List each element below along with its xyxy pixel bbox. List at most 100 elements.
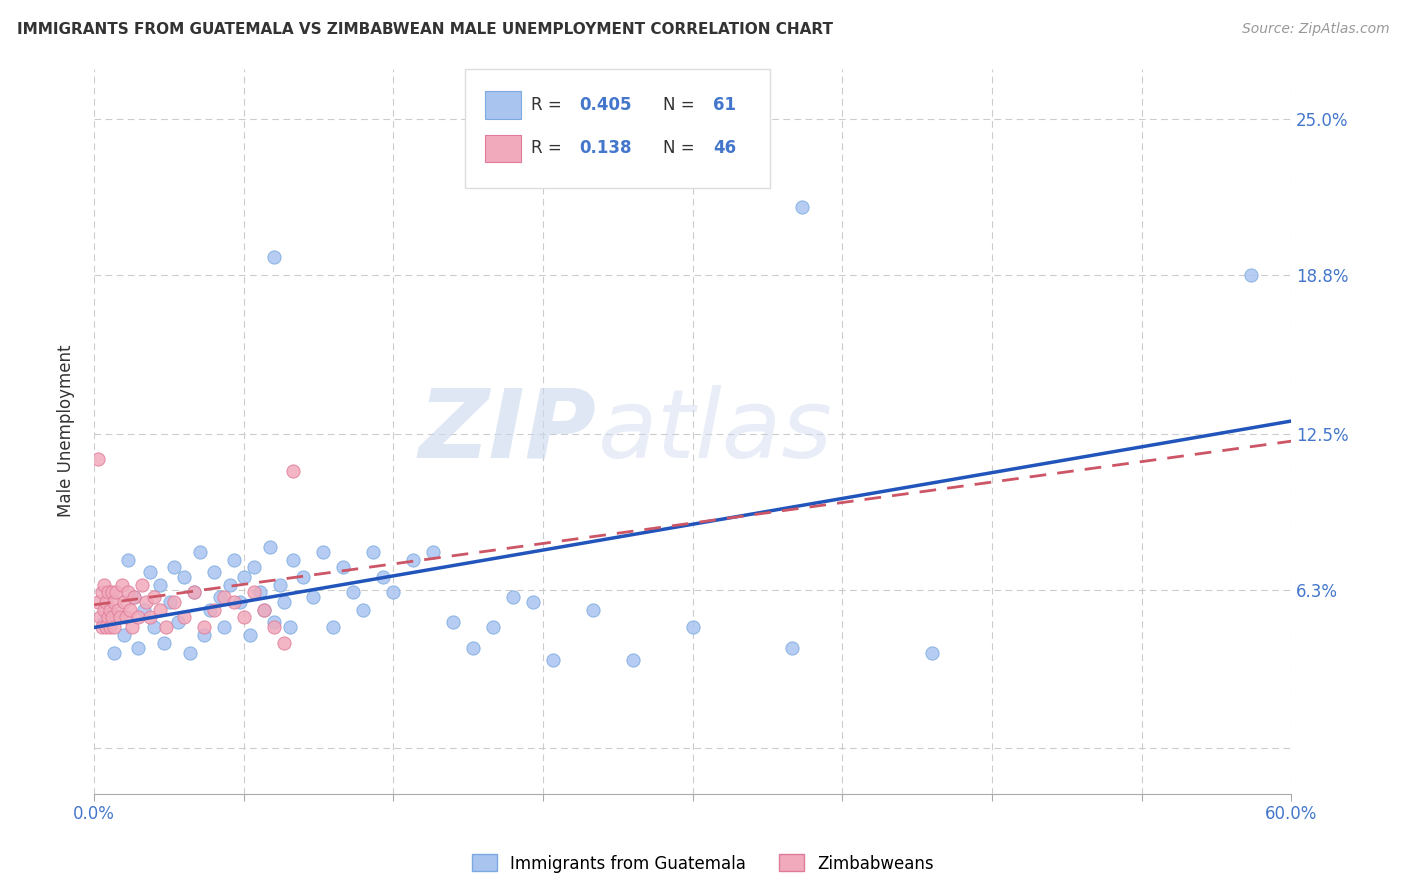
Point [382, 585, 405, 599]
Point [149, 577, 172, 591]
Text: 0.405: 0.405 [579, 95, 631, 114]
Point [104, 585, 127, 599]
Point [98, 620, 121, 634]
Point [461, 640, 484, 655]
Point [193, 628, 215, 642]
Point [183, 585, 205, 599]
Point [482, 620, 505, 634]
Point [118, 603, 141, 617]
Text: N =: N = [662, 139, 700, 157]
Legend: Immigrants from Guatemala, Zimbabweans: Immigrants from Guatemala, Zimbabweans [465, 847, 941, 880]
Point [422, 545, 444, 559]
Point [139, 610, 162, 624]
Point [111, 577, 134, 591]
Point [139, 565, 162, 579]
Point [90, 620, 112, 634]
Point [249, 585, 271, 599]
Point [135, 595, 157, 609]
Point [242, 585, 264, 599]
Text: IMMIGRANTS FROM GUATEMALA VS ZIMBABWEAN MALE UNEMPLOYMENT CORRELATION CHART: IMMIGRANTS FROM GUATEMALA VS ZIMBABWEAN … [17, 22, 832, 37]
Point [173, 610, 195, 624]
Text: atlas: atlas [596, 384, 832, 477]
Point [173, 570, 195, 584]
Text: R =: R = [531, 95, 567, 114]
Point [292, 570, 315, 584]
Point [159, 595, 181, 609]
Point [352, 603, 374, 617]
Point [782, 640, 804, 655]
Point [127, 640, 149, 655]
Point [582, 603, 605, 617]
Point [152, 635, 174, 649]
Point [131, 577, 153, 591]
Point [228, 595, 250, 609]
Point [208, 591, 231, 605]
Point [107, 603, 129, 617]
Point [278, 620, 301, 634]
Point [263, 251, 285, 265]
Point [283, 464, 305, 478]
Point [682, 620, 704, 634]
Point [269, 577, 291, 591]
Point [402, 552, 425, 566]
Point [89, 610, 111, 624]
Point [218, 577, 240, 591]
Point [232, 610, 254, 624]
FancyBboxPatch shape [465, 69, 770, 188]
Point [202, 565, 225, 579]
Point [183, 585, 205, 599]
Point [312, 545, 335, 559]
Point [97, 610, 120, 624]
Point [87, 451, 110, 466]
Text: 61: 61 [713, 95, 735, 114]
Point [101, 610, 124, 624]
Point [149, 603, 172, 617]
Point [98, 603, 121, 617]
FancyBboxPatch shape [485, 91, 522, 119]
Point [222, 595, 245, 609]
Point [108, 610, 131, 624]
Point [259, 540, 281, 554]
Point [122, 591, 145, 605]
Point [232, 570, 254, 584]
Point [87, 595, 110, 609]
Point [103, 620, 125, 634]
Y-axis label: Male Unemployment: Male Unemployment [58, 345, 75, 517]
Point [193, 620, 215, 634]
Text: R =: R = [531, 139, 572, 157]
Point [142, 591, 165, 605]
Point [117, 552, 139, 566]
Point [322, 620, 344, 634]
Point [155, 620, 177, 634]
Point [252, 603, 274, 617]
Point [212, 620, 235, 634]
Point [101, 585, 124, 599]
Point [222, 552, 245, 566]
Point [198, 603, 221, 617]
Text: 0.138: 0.138 [579, 139, 631, 157]
Point [97, 585, 120, 599]
Point [263, 620, 285, 634]
Point [541, 653, 564, 667]
Point [441, 615, 464, 630]
Point [163, 595, 186, 609]
Point [103, 595, 125, 609]
Point [212, 591, 235, 605]
Point [112, 628, 135, 642]
FancyBboxPatch shape [485, 135, 522, 162]
Text: 46: 46 [713, 139, 737, 157]
Point [179, 646, 201, 660]
Point [117, 585, 139, 599]
Point [242, 560, 264, 574]
Point [163, 560, 186, 574]
Point [93, 615, 115, 630]
Point [621, 653, 644, 667]
Text: Source: ZipAtlas.com: Source: ZipAtlas.com [1241, 22, 1389, 37]
Point [93, 603, 115, 617]
Point [115, 610, 138, 624]
Point [127, 610, 149, 624]
Point [188, 545, 211, 559]
Point [273, 595, 295, 609]
Point [263, 615, 285, 630]
Point [273, 635, 295, 649]
